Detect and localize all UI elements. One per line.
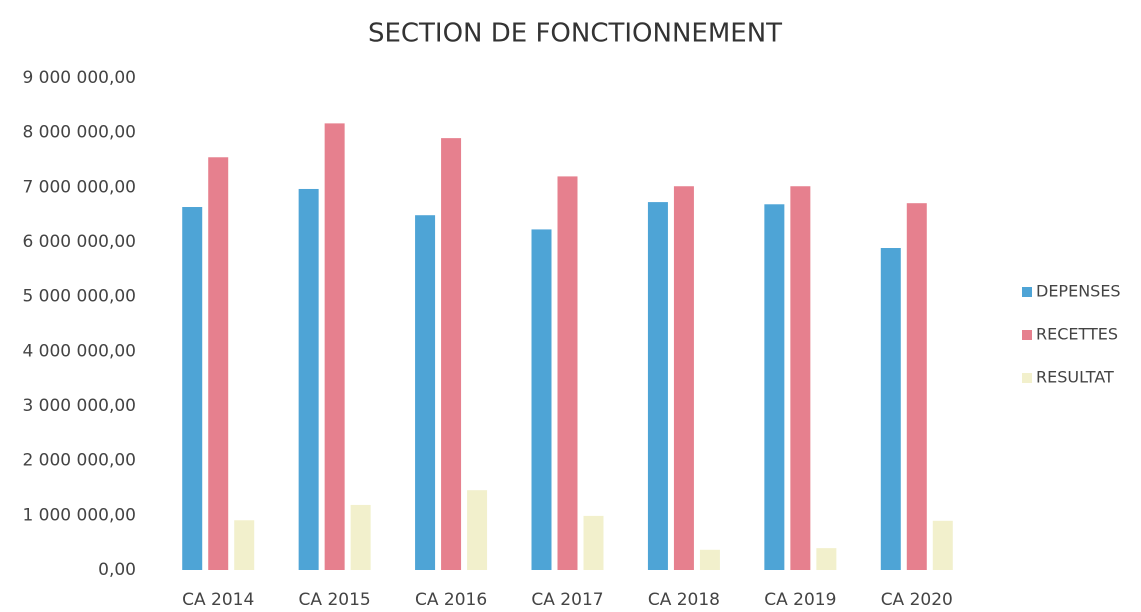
bar xyxy=(441,138,462,570)
legend-swatch xyxy=(1022,373,1032,383)
y-tick-label: 2 000 000,00 xyxy=(22,451,136,471)
bar xyxy=(182,207,203,570)
x-tick-label: CA 2019 xyxy=(764,590,836,610)
bar xyxy=(699,549,720,570)
y-tick-label: 0,00 xyxy=(98,560,136,580)
y-tick-label: 1 000 000,00 xyxy=(22,505,136,525)
x-tick-label: CA 2018 xyxy=(648,590,720,610)
x-tick-label: CA 2015 xyxy=(299,590,371,610)
bar xyxy=(350,504,371,570)
bar xyxy=(324,123,345,570)
x-tick-label: CA 2020 xyxy=(881,590,953,610)
x-tick-label: CA 2017 xyxy=(531,590,603,610)
bar xyxy=(583,515,604,570)
bar xyxy=(673,186,694,571)
bar xyxy=(234,520,255,570)
x-tick-label: CA 2014 xyxy=(182,590,254,610)
bar xyxy=(467,490,488,570)
y-tick-label: 3 000 000,00 xyxy=(22,396,136,416)
y-tick-label: 4 000 000,00 xyxy=(22,341,136,361)
bar xyxy=(880,248,901,570)
bar xyxy=(790,186,811,571)
bar xyxy=(415,215,436,571)
y-tick-label: 5 000 000,00 xyxy=(22,287,136,307)
y-tick-label: 8 000 000,00 xyxy=(22,123,136,143)
legend-label: RECETTES xyxy=(1036,325,1118,344)
bar xyxy=(906,203,927,571)
legend-label: DEPENSES xyxy=(1036,282,1121,301)
legend-swatch xyxy=(1022,330,1032,340)
bar xyxy=(208,157,229,570)
bar xyxy=(557,176,578,570)
bar xyxy=(932,520,953,570)
y-tick-label: 9 000 000,00 xyxy=(22,68,136,88)
bar xyxy=(764,204,785,570)
bar xyxy=(647,202,668,571)
legend-swatch xyxy=(1022,287,1032,297)
y-tick-label: 6 000 000,00 xyxy=(22,232,136,252)
bar xyxy=(531,229,552,570)
chart-title: SECTION DE FONCTIONNEMENT xyxy=(368,19,782,49)
bar xyxy=(298,188,319,570)
y-tick-label: 7 000 000,00 xyxy=(22,177,136,197)
legend-label: RESULTAT xyxy=(1036,368,1114,387)
bar xyxy=(816,548,837,570)
x-tick-label: CA 2016 xyxy=(415,590,487,610)
